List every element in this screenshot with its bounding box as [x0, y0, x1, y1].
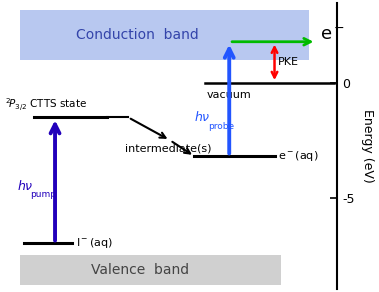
Text: $h\nu$: $h\nu$ — [17, 179, 33, 193]
Bar — [20, 255, 282, 285]
Text: $h\nu$: $h\nu$ — [194, 110, 211, 124]
Text: Valence  band: Valence band — [91, 263, 190, 277]
Text: $^2\!P_{3/2}$ CTTS state: $^2\!P_{3/2}$ CTTS state — [5, 96, 87, 113]
Text: Conduction  band: Conduction band — [75, 28, 198, 42]
Text: vacuum: vacuum — [207, 90, 251, 100]
Text: PKE: PKE — [278, 57, 299, 67]
Text: I$^-$(aq): I$^-$(aq) — [76, 237, 113, 251]
Text: e$^-$: e$^-$ — [320, 26, 345, 44]
Text: pump: pump — [30, 190, 56, 199]
Text: probe: probe — [208, 121, 234, 131]
Y-axis label: Energy (eV): Energy (eV) — [361, 109, 374, 183]
Text: intermediate(s): intermediate(s) — [125, 143, 211, 153]
Bar — [20, 10, 309, 60]
Text: e$^-$(aq): e$^-$(aq) — [278, 149, 318, 163]
